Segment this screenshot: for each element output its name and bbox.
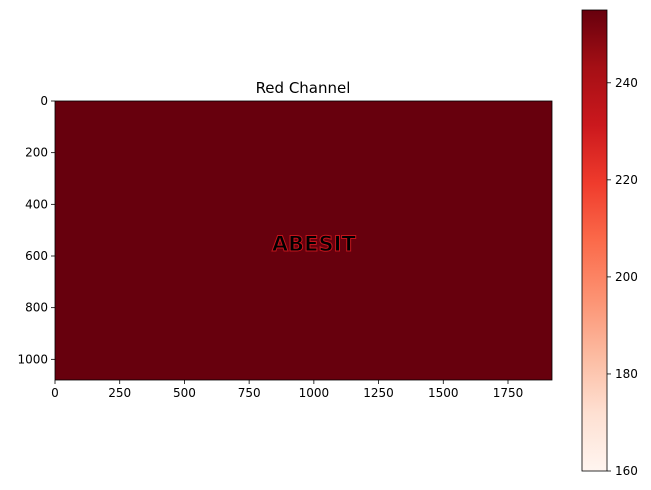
colorbar: 160 180 200 220 240 bbox=[581, 9, 638, 478]
colorbar-tick-label: 200 bbox=[615, 270, 638, 284]
y-tick-label: 200 bbox=[25, 146, 48, 160]
y-axis: 0 200 400 600 800 1000 bbox=[17, 94, 55, 366]
colorbar-ticks: 160 180 200 220 240 bbox=[607, 76, 638, 478]
y-tick-label: 1000 bbox=[17, 352, 48, 366]
x-tick-label: 0 bbox=[51, 386, 59, 400]
axes-frame bbox=[54, 100, 553, 381]
heatmap-image bbox=[55, 101, 552, 380]
x-axis: 0 250 500 750 1000 1250 1500 1750 bbox=[51, 380, 523, 400]
x-tick-label: 500 bbox=[173, 386, 196, 400]
x-tick-label: 750 bbox=[238, 386, 261, 400]
colorbar-frame bbox=[581, 9, 608, 472]
x-tick-label: 1000 bbox=[299, 386, 330, 400]
colorbar-tick-label: 160 bbox=[615, 464, 638, 478]
y-tick-label: 0 bbox=[40, 94, 48, 108]
colorbar-tick-label: 180 bbox=[615, 367, 638, 381]
colorbar-tick-label: 220 bbox=[615, 173, 638, 187]
chart-title: Red Channel bbox=[256, 79, 351, 97]
image-axes: ABESIT Red Channel 0 250 500 750 1000 1250 150… bbox=[17, 79, 553, 400]
colorbar-gradient bbox=[582, 10, 607, 471]
x-tick-label: 1250 bbox=[363, 386, 394, 400]
x-tick-label: 1500 bbox=[428, 386, 459, 400]
x-tick-label: 1750 bbox=[493, 386, 524, 400]
y-tick-label: 600 bbox=[25, 249, 48, 263]
y-tick-label: 800 bbox=[25, 301, 48, 315]
y-tick-label: 400 bbox=[25, 197, 48, 211]
overlay-text: ABESIT bbox=[272, 232, 357, 256]
x-tick-label: 250 bbox=[108, 386, 131, 400]
colorbar-tick-label: 240 bbox=[615, 76, 638, 90]
